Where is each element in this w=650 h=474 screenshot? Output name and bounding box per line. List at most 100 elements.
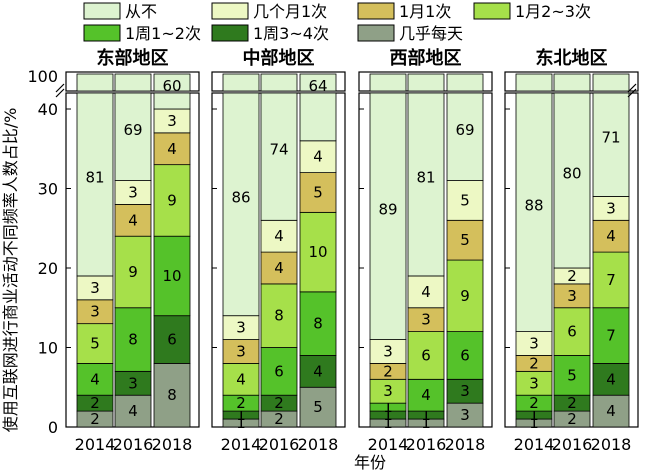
panel: 东部地区 22 4 5 3 3 81 2014 4 3 8 9 4 3 69 2016 8 6 10 9 4 3 60 201… xyxy=(65,47,200,454)
region-label: 西部地区 xyxy=(390,47,462,69)
x-tick-label: 2014 xyxy=(221,435,262,454)
data-label: 1 xyxy=(529,414,539,432)
x-tick-label: 2018 xyxy=(298,435,339,454)
legend-label: 1周1~2次 xyxy=(125,24,201,43)
y-tick-label: 20 xyxy=(38,259,58,278)
legend-label: 1月1次 xyxy=(399,2,451,21)
data-label: 1 xyxy=(421,414,431,432)
bar-segment xyxy=(114,203,152,237)
data-label: 3 xyxy=(421,311,431,329)
bar-segment xyxy=(260,283,298,348)
y-tick-label: 0 xyxy=(48,418,58,437)
data-label: 4 xyxy=(236,370,246,388)
y-tick-label: 100 xyxy=(27,67,58,86)
data-label: 7 xyxy=(606,271,616,289)
bar-segment xyxy=(592,92,630,197)
data-label: 5 xyxy=(567,366,577,384)
data-label: 69 xyxy=(123,121,142,139)
bar-segment-upper xyxy=(446,73,484,92)
data-label: 88 xyxy=(524,196,543,214)
legend-swatch xyxy=(357,2,395,20)
bar-segment-upper xyxy=(592,73,630,92)
data-label: 9 xyxy=(167,191,177,209)
legend: 从不 几个月1次 1月1次 1月2~3次 1周1~2次 1周3~4次 几乎每天 xyxy=(83,2,591,43)
data-label: 71 xyxy=(601,129,620,147)
data-label: 5 xyxy=(90,335,100,353)
bar-segment xyxy=(407,331,445,380)
data-label: 4 xyxy=(167,140,177,158)
data-label: 6 xyxy=(460,346,470,364)
data-label: 4 xyxy=(274,259,284,277)
data-label: 60 xyxy=(162,77,181,95)
x-tick-label: 2018 xyxy=(591,435,632,454)
data-label: 5 xyxy=(460,231,470,249)
data-label: 2 xyxy=(90,394,100,412)
bar-segment xyxy=(446,259,484,332)
data-label: 86 xyxy=(231,188,250,206)
bar-segment xyxy=(592,362,630,396)
legend-label: 几个月1次 xyxy=(253,2,327,21)
bar-segment-upper xyxy=(299,73,337,92)
x-tick-label: 2016 xyxy=(259,435,300,454)
axis-break-mark xyxy=(55,83,65,98)
bar-segment xyxy=(446,331,484,380)
bar-segment xyxy=(260,219,298,253)
data-label: 9 xyxy=(460,287,470,305)
data-label: 3 xyxy=(90,279,100,297)
data-label: 4 xyxy=(606,402,616,420)
data-label: 4 xyxy=(90,370,100,388)
bar-segment-upper xyxy=(153,73,191,92)
data-label: 8 xyxy=(274,307,284,325)
data-label: 6 xyxy=(421,346,431,364)
data-label: 3 xyxy=(383,382,393,400)
bar-segment xyxy=(553,92,591,269)
bar-segment xyxy=(76,323,114,364)
bar-segment xyxy=(153,132,191,166)
data-label: 4 xyxy=(421,283,431,301)
data-label: 3 xyxy=(236,319,246,337)
data-label: 5 xyxy=(313,398,323,416)
bar-segment xyxy=(407,378,445,412)
data-label: 1 xyxy=(421,406,431,424)
data-label: 2 xyxy=(274,394,284,412)
data-label: 3 xyxy=(460,382,470,400)
data-label: 8 xyxy=(167,386,177,404)
bar-segment-upper xyxy=(515,73,553,92)
bar-segment xyxy=(260,347,298,396)
bar-segment xyxy=(260,92,298,221)
bar-segment xyxy=(299,386,337,428)
legend-swatch xyxy=(211,24,249,42)
bar-segment-upper xyxy=(553,73,591,92)
data-label: 3 xyxy=(460,406,470,424)
chart-panels: 东部地区224533812014438943692016861094360201… xyxy=(65,47,639,454)
axis-break-mark xyxy=(627,83,637,98)
x-tick-label: 2016 xyxy=(552,435,593,454)
legend-swatch xyxy=(211,2,249,20)
data-label: 8 xyxy=(313,315,323,333)
region-label: 东部地区 xyxy=(97,47,169,69)
data-label: 8 xyxy=(128,331,138,349)
bar-segment xyxy=(592,219,630,253)
x-tick-label: 2016 xyxy=(406,435,447,454)
data-label: 4 xyxy=(128,211,138,229)
data-label: 3 xyxy=(167,112,177,130)
x-axis-title: 年份 xyxy=(354,453,386,472)
data-label: 3 xyxy=(236,342,246,360)
bar-segment xyxy=(76,92,114,277)
data-label: 4 xyxy=(421,386,431,404)
bar-segment xyxy=(153,362,191,428)
data-label: 1 xyxy=(383,406,393,424)
bar-segment xyxy=(369,92,407,340)
y-axis-title: 使用互联网进行商业活动不同频率人数占比/% xyxy=(1,108,20,433)
bar-segment-upper xyxy=(369,73,407,92)
data-label: 4 xyxy=(606,370,616,388)
legend-swatch xyxy=(83,2,121,20)
data-label: 80 xyxy=(562,165,581,183)
bar-segment-upper xyxy=(407,73,445,92)
data-label: 5 xyxy=(313,183,323,201)
x-tick-label: 2014 xyxy=(368,435,409,454)
data-label: 69 xyxy=(455,121,474,139)
x-tick-label: 2018 xyxy=(152,435,193,454)
